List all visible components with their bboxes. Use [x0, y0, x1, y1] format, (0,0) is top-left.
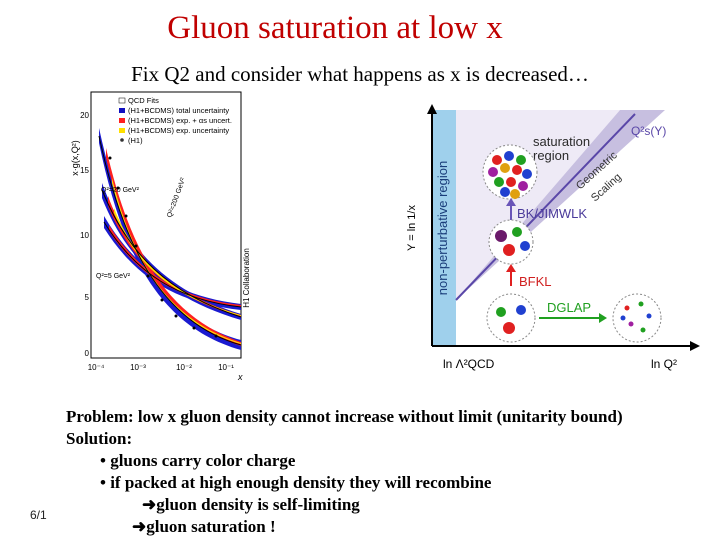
gluon-density-plot: QCD Fits (H1+BCDMS) total uncertainty (H… — [70, 91, 251, 382]
saturation-line — [455, 113, 636, 301]
x-axis-arrow — [690, 341, 700, 351]
y-tick-10: 10 — [80, 231, 89, 240]
nonpert-band — [432, 110, 456, 345]
dilute-gluons — [496, 305, 526, 334]
collaboration-label: H1 Collaboration — [242, 248, 251, 308]
dilute-gluon-disc — [486, 293, 536, 343]
q2-label-5: Q²=5 GeV² — [96, 273, 131, 280]
x-tick-1e-4: 10⁻⁴ — [88, 363, 105, 372]
explanation-text: Problem: low x gluon density cannot incr… — [66, 406, 706, 538]
bullet-recombine: • if packed at high enough density they … — [100, 473, 492, 492]
legend-entry-1: (H1+BCDMS) total uncertainty — [128, 106, 229, 115]
arrow-icon: ➜ — [142, 495, 157, 514]
y-axis-arrow — [427, 104, 437, 114]
dense-gluons — [488, 151, 532, 199]
saturation-label: saturation — [533, 134, 590, 149]
bk-jimwlk-label: BK/JIMWLK — [517, 206, 587, 221]
fit-curve-5 — [98, 135, 242, 346]
conclusion-self-limiting: ➜gluon density is self-limiting — [142, 495, 360, 514]
band-blue-200 — [104, 216, 241, 310]
saturation-phase-diagram: Y = ln 1/x non-perturbative region satur… — [406, 104, 700, 371]
y-tick-5: 5 — [85, 293, 90, 302]
page-title: Gluon saturation at low x — [167, 10, 503, 46]
arrow-icon: ➜ — [132, 517, 147, 536]
y-axis-label: Y = ln 1/x — [406, 205, 418, 251]
x-axis-label: x — [237, 372, 243, 382]
plot-legend: QCD Fits (H1+BCDMS) total uncertainty (H… — [118, 96, 232, 145]
x-tick-1e-2: 10⁻² — [176, 363, 192, 372]
sparse-gluon-disc — [612, 293, 662, 343]
x-axis-right-label: ln Q² — [651, 357, 677, 371]
legend-entry-2: (H1+BCDMS) exp. + αs uncert. — [128, 116, 232, 125]
y-tick-0: 0 — [85, 349, 90, 358]
y-tick-15: 15 — [80, 166, 89, 175]
nonpert-region-label: non-perturbative region — [435, 161, 450, 295]
q2-label-20: Q²=20 GeV² — [101, 187, 140, 194]
region-label: region — [533, 148, 569, 163]
slide-number: 6/1 — [30, 508, 47, 522]
problem-line: Problem: low x gluon density cannot incr… — [66, 407, 623, 426]
legend-entry-0: QCD Fits — [128, 96, 159, 105]
x-tick-1e-3: 10⁻³ — [130, 363, 146, 372]
fit-curve-20 — [101, 189, 242, 318]
x-tick-1e-1: 10⁻¹ — [218, 363, 234, 372]
dglap-label: DGLAP — [547, 300, 591, 315]
data-points — [108, 156, 218, 338]
y-tick-labels: 20 15 10 5 0 — [80, 111, 89, 358]
solution-line: Solution: — [66, 429, 133, 448]
y-axis-label: x·g(x,Q²) — [70, 140, 80, 176]
medium-gluons — [495, 227, 530, 256]
sparse-gluons — [620, 301, 652, 333]
y-tick-20: 20 — [80, 111, 89, 120]
bfkl-label: BFKL — [519, 274, 552, 289]
legend-entry-3: (H1+BCDMS) exp. uncertainty — [128, 126, 229, 135]
x-tick-labels: 10⁻⁴ 10⁻³ 10⁻² 10⁻¹ — [88, 363, 235, 372]
legend-entry-4: (H1) — [128, 136, 143, 145]
subtitle: Fix Q2 and consider what happens as x is… — [131, 62, 589, 86]
x-axis-left-label: ln Λ²QCD — [443, 357, 495, 371]
fit-curve-200 — [103, 221, 242, 308]
conclusion-saturation: ➜gluon saturation ! — [132, 517, 276, 536]
bullet-color-charge: • gluons carry color charge — [100, 451, 296, 470]
qs-label: Q²s(Y) — [631, 124, 666, 138]
